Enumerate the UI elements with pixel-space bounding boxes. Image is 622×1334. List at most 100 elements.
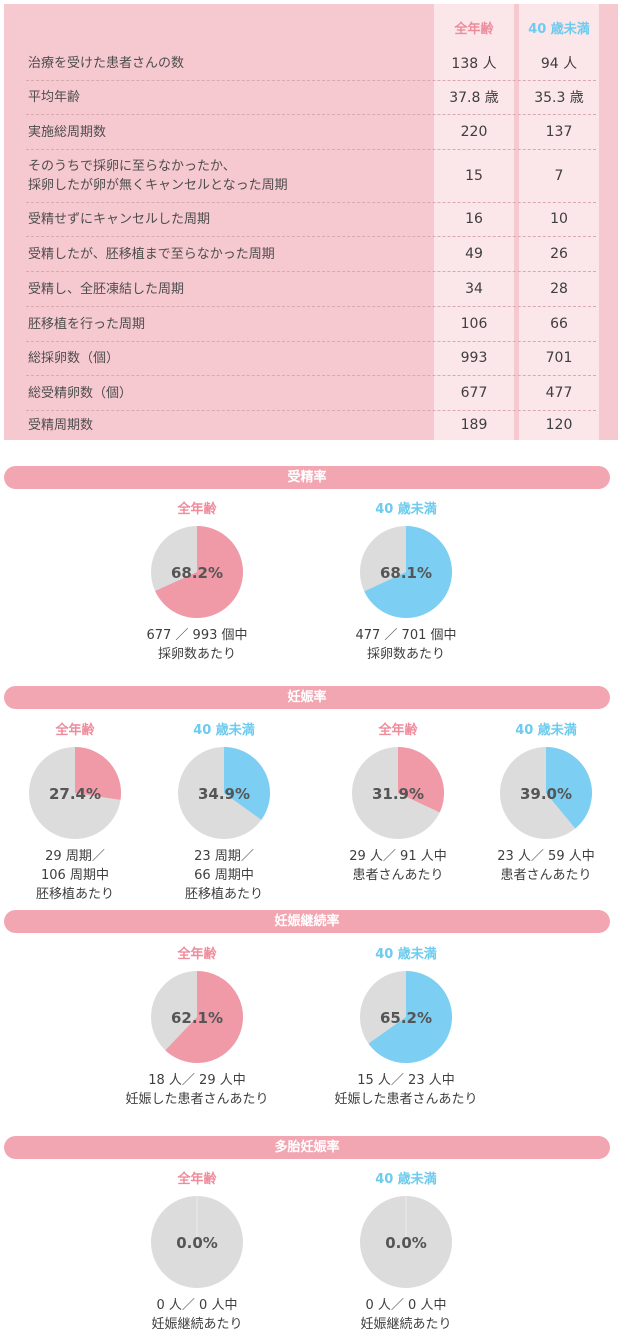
pie-note: 0 人／ 0 人中 妊娠継続あたり <box>360 1298 452 1332</box>
table-row: 受精せずにキャンセルした周期 16 10 <box>26 202 596 237</box>
pie-chart: 68.1% <box>360 526 452 618</box>
row-label: 実施総周期数 <box>28 124 107 140</box>
pie-value-slice <box>364 526 452 618</box>
row-label: 治療を受けた患者さんの数 <box>28 55 185 71</box>
pie-percent-label: 39.0% <box>520 785 572 803</box>
pie-value-slice <box>75 747 122 800</box>
row-label: 総採卵数（個） <box>28 350 120 366</box>
table-row: 受精し、全胚凍結した周期 34 28 <box>26 272 596 307</box>
pie-chart: 65.2% <box>360 971 452 1063</box>
pie-value-slice <box>368 971 452 1063</box>
pie-percent-label: 0.0% <box>385 1234 427 1252</box>
row-label: 平均年齢 <box>28 89 81 105</box>
pie-percent-label: 68.1% <box>380 564 432 582</box>
pie-chart-block: 全年齢 27.4% 29 周期／ 106 周期中 胚移植あたり <box>0 721 150 904</box>
pie-chart-block: 40 歳未満 34.9% 23 周期／ 66 周期中 胚移植あたり <box>149 721 299 904</box>
pie-percent-label: 27.4% <box>49 785 101 803</box>
value-under40: 7 <box>554 168 564 184</box>
pie-value-slice <box>224 747 270 820</box>
all-ages-column-bg <box>434 4 514 440</box>
pie-chart: 0.0% <box>151 1196 243 1288</box>
value-all-ages: 677 <box>460 385 488 401</box>
table-row: 平均年齢 37.8 歳 35.3 歳 <box>26 80 596 115</box>
table-row: 総受精卵数（個） 677 477 <box>26 376 596 411</box>
value-all-ages: 34 <box>465 281 483 297</box>
table-row: 治療を受けた患者さんの数 138 人 94 人 <box>26 46 596 81</box>
pie-chart: 31.9% <box>352 747 444 839</box>
pie-group-label: 40 歳未満 <box>193 723 255 738</box>
value-all-ages: 49 <box>465 246 483 262</box>
pie-note: 477 ／ 701 個中 採卵数あたり <box>355 628 457 662</box>
pie-chart-block: 40 歳未満 65.2% 15 人／ 23 人中 妊娠した患者さんあたり <box>331 945 481 1109</box>
pie-percent-label: 62.1% <box>171 1009 223 1027</box>
section-banner-multiple: 多胎妊娠率 <box>4 1136 610 1159</box>
pie-group-label: 全年齢 <box>177 502 217 517</box>
header-under40: 40 歳未満 <box>528 22 590 37</box>
pie-group-label: 40 歳未満 <box>375 947 437 962</box>
pie-chart: 62.1% <box>151 971 243 1063</box>
pie-chart-block: 40 歳未満 68.1% 477 ／ 701 個中 採卵数あたり <box>331 500 481 664</box>
table-row: 受精したが、胚移植まで至らなかった周期 49 26 <box>26 237 596 272</box>
table-row: 胚移植を行った周期 106 66 <box>26 307 596 342</box>
table-row: 総採卵数（個） 993 701 <box>26 341 596 376</box>
pie-note: 29 周期／ 106 周期中 胚移植あたり <box>35 849 114 902</box>
value-under40: 94 人 <box>540 56 578 72</box>
pie-chart: 68.2% <box>151 526 243 618</box>
pie-value-slice <box>155 526 243 618</box>
value-under40: 120 <box>545 417 573 433</box>
pie-chart-block: 40 歳未満 0.0% 0 人／ 0 人中 妊娠継続あたり <box>331 1170 481 1334</box>
pie-chart-block: 全年齢 68.2% 677 ／ 993 個中 採卵数あたり <box>122 500 272 664</box>
section-banner-pregnancy: 妊娠率 <box>4 686 610 709</box>
pie-percent-label: 65.2% <box>380 1009 432 1027</box>
table-row: 受精周期数 189 120 <box>26 410 596 440</box>
section-banner-continuation: 妊娠継続率 <box>4 910 610 933</box>
value-under40: 701 <box>545 350 573 366</box>
row-label: 受精せずにキャンセルした周期 <box>28 211 211 227</box>
pie-note: 15 人／ 23 人中 妊娠した患者さんあたり <box>334 1073 478 1107</box>
pie-chart: 0.0% <box>360 1196 452 1288</box>
value-all-ages: 220 <box>460 124 488 140</box>
pie-value-slice <box>165 971 243 1063</box>
pie-note: 23 人／ 59 人中 患者さんあたり <box>497 849 595 883</box>
row-label: 胚移植を行った周期 <box>28 316 146 332</box>
pie-percent-label: 68.2% <box>171 564 223 582</box>
value-all-ages: 16 <box>465 211 483 227</box>
row-label: 受精したが、胚移植まで至らなかった周期 <box>28 246 275 262</box>
pie-note: 677 ／ 993 個中 採卵数あたり <box>146 628 248 662</box>
pie-chart: 27.4% <box>29 747 122 839</box>
pie-note: 23 周期／ 66 周期中 胚移植あたり <box>184 849 263 902</box>
pie-group-label: 全年齢 <box>55 723 95 738</box>
pie-group-label: 40 歳未満 <box>375 1172 437 1187</box>
pie-note: 0 人／ 0 人中 妊娠継続あたり <box>151 1298 243 1332</box>
results-table: 全年齢 40 歳未満 治療を受けた患者さんの数 138 人 94 人平均年齢 37.8… <box>4 4 618 440</box>
pie-value-slice <box>546 747 592 829</box>
value-all-ages: 138 人 <box>451 56 497 72</box>
value-all-ages: 189 <box>460 417 488 433</box>
table-row: 実施総周期数 220 137 <box>26 115 596 150</box>
pie-group-label: 40 歳未満 <box>375 502 437 517</box>
header-all-ages: 全年齢 <box>454 22 494 37</box>
value-all-ages: 993 <box>460 350 488 366</box>
pie-chart-block: 全年齢 62.1% 18 人／ 29 人中 妊娠した患者さんあたり <box>122 945 272 1109</box>
pie-percent-label: 34.9% <box>198 785 250 803</box>
pie-note: 18 人／ 29 人中 妊娠した患者さんあたり <box>125 1073 269 1107</box>
pie-note: 29 人／ 91 人中 患者さんあたり <box>349 849 447 883</box>
value-under40: 66 <box>550 316 568 332</box>
pie-percent-label: 31.9% <box>372 785 424 803</box>
pie-percent-label: 0.0% <box>176 1234 218 1252</box>
value-under40: 477 <box>545 385 573 401</box>
table-row: そのうちで採卵に至らなかったか、 採卵したが卵が無くキャンセルとなった周期 15 7 <box>26 150 596 203</box>
value-all-ages: 15 <box>465 168 483 184</box>
pie-chart-block: 40 歳未満 39.0% 23 人／ 59 人中 患者さんあたり <box>471 721 621 885</box>
pie-group-label: 全年齢 <box>177 1172 217 1187</box>
pie-group-label: 全年齢 <box>177 947 217 962</box>
value-under40: 26 <box>550 246 568 262</box>
value-under40: 35.3 歳 <box>534 90 584 106</box>
value-under40: 28 <box>550 281 568 297</box>
pie-group-label: 40 歳未満 <box>515 723 577 738</box>
pie-chart-block: 全年齢 0.0% 0 人／ 0 人中 妊娠継続あたり <box>122 1170 272 1334</box>
row-label: 受精周期数 <box>28 417 94 433</box>
value-all-ages: 37.8 歳 <box>449 90 499 106</box>
pie-chart: 34.9% <box>178 747 270 839</box>
value-under40: 10 <box>550 211 568 227</box>
